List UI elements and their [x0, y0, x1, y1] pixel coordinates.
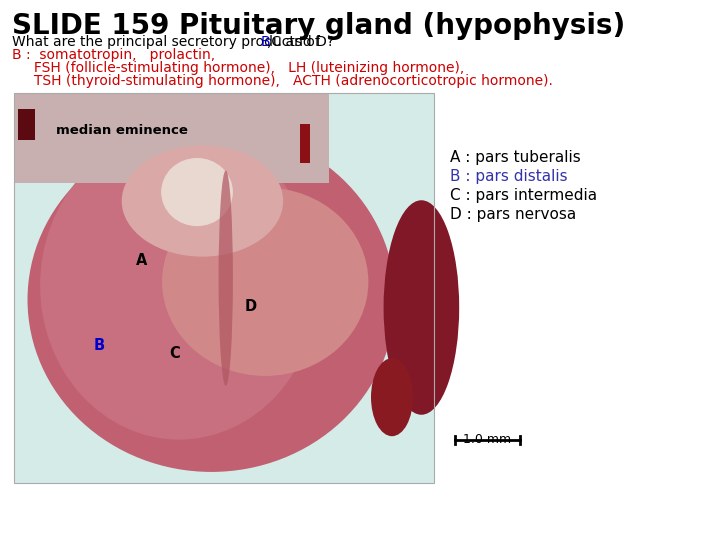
Text: C : pars intermedia: C : pars intermedia: [450, 188, 597, 203]
Text: D : pars nervosa: D : pars nervosa: [450, 207, 576, 222]
Text: C: C: [169, 346, 180, 361]
Text: FSH (follicle-stimulating hormone),   LH (luteinizing hormone),: FSH (follicle-stimulating hormone), LH (…: [12, 61, 464, 75]
Text: B :  somatotropin,   prolactin,: B : somatotropin, prolactin,: [12, 48, 215, 62]
Bar: [300, 124, 310, 163]
Text: B: B: [94, 339, 105, 353]
Bar: [14, 93, 434, 483]
Text: SLIDE 159 Pituitary gland (hypophysis): SLIDE 159 Pituitary gland (hypophysis): [12, 12, 625, 40]
Text: ,C and D?: ,C and D?: [267, 35, 334, 49]
Ellipse shape: [161, 158, 233, 226]
Text: B: B: [261, 35, 270, 49]
Bar: [18, 109, 35, 140]
Text: TSH (thyroid-stimulating hormone),   ACTH (adrenocorticotropic hormone).: TSH (thyroid-stimulating hormone), ACTH …: [12, 74, 553, 88]
Text: B : pars distalis: B : pars distalis: [450, 169, 567, 184]
Text: 1.0 mm: 1.0 mm: [464, 433, 512, 446]
Text: A: A: [136, 253, 147, 268]
Ellipse shape: [371, 358, 413, 436]
Text: median eminence: median eminence: [56, 124, 188, 137]
Bar: [14, 93, 434, 483]
Bar: [14, 93, 329, 183]
Ellipse shape: [122, 145, 283, 256]
Ellipse shape: [219, 171, 233, 386]
Ellipse shape: [27, 127, 395, 472]
Ellipse shape: [384, 200, 459, 415]
Ellipse shape: [162, 187, 369, 376]
Text: A : pars tuberalis: A : pars tuberalis: [450, 150, 581, 165]
Text: D: D: [245, 299, 257, 314]
Ellipse shape: [40, 131, 318, 440]
Text: What are the principal secretory products of: What are the principal secretory product…: [12, 35, 324, 49]
